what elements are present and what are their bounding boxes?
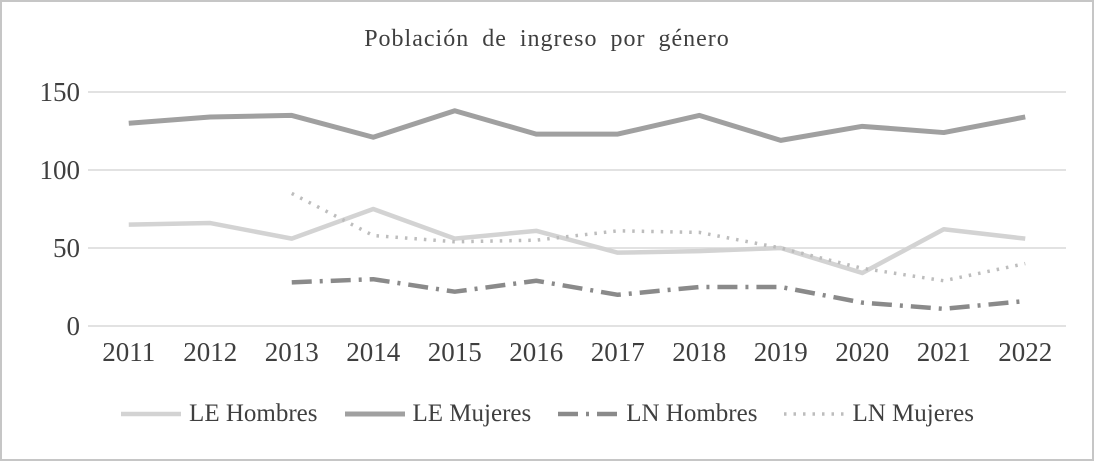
x-tick-label-2022: 2022 — [998, 337, 1052, 367]
legend-item-ln-mujeres: LN Mujeres — [783, 400, 974, 428]
series-line-le-hombres — [128, 206, 1026, 276]
x-tick-label-2014: 2014 — [346, 337, 401, 367]
legend-item-le-hombres: LE Hombres — [120, 400, 318, 428]
x-tick-label-2015: 2015 — [428, 337, 482, 367]
series-line-ln-mujeres — [290, 191, 1026, 283]
legend-label-le-hombres: LE Hombres — [189, 400, 318, 427]
legend-item-ln-hombres: LN Hombres — [557, 400, 757, 428]
chart-legend: LE Hombres LE Mujeres LN Hombres LN Mujeres — [2, 400, 1092, 428]
x-tick-label-2021: 2021 — [917, 337, 971, 367]
x-tick-label-2013: 2013 — [265, 337, 319, 367]
x-tick-label-2018: 2018 — [672, 337, 726, 367]
y-tick-label: 150 — [40, 77, 81, 107]
series-line-le-mujeres — [128, 108, 1026, 143]
legend-label-le-mujeres: LE Mujeres — [412, 400, 532, 427]
legend-swatch-le-hombres — [121, 411, 182, 417]
y-tick-label: 100 — [40, 155, 81, 185]
legend-label-ln-hombres: LN Hombres — [626, 400, 758, 427]
legend-item-le-mujeres: LE Mujeres — [344, 400, 532, 428]
x-tick-label-2019: 2019 — [754, 337, 808, 367]
x-tick-label-2012: 2012 — [183, 337, 237, 367]
y-tick-label: 50 — [53, 233, 80, 263]
x-tick-label-2016: 2016 — [509, 337, 563, 367]
legend-label-ln-mujeres: LN Mujeres — [852, 400, 974, 427]
x-tick-label-2020: 2020 — [835, 337, 889, 367]
legend-swatch-le-mujeres — [344, 411, 405, 417]
legend-swatch-ln-hombres — [558, 411, 619, 417]
x-tick-label-2011: 2011 — [102, 337, 155, 367]
legend-swatch-ln-mujeres — [784, 412, 845, 416]
chart-title: Población de ingreso por género — [364, 26, 730, 52]
x-tick-label-2017: 2017 — [591, 337, 645, 367]
y-tick-label: 0 — [67, 311, 81, 341]
series-line-ln-hombres — [291, 276, 1026, 312]
